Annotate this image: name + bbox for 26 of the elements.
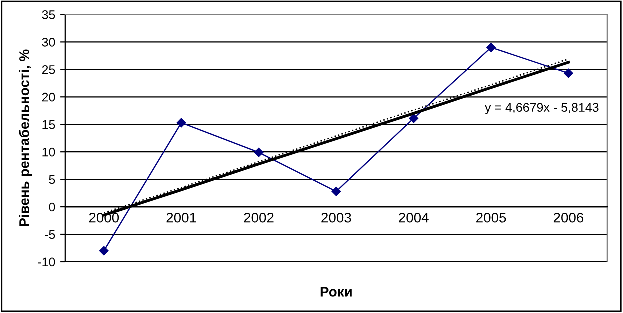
- point: [100, 246, 109, 256]
- x-axis-title: Роки: [320, 287, 352, 297]
- point: [254, 148, 264, 158]
- y-tick-label: 5: [49, 175, 56, 184]
- point: [409, 114, 418, 124]
- x-tick-label: 2001: [166, 212, 196, 223]
- y-tick-label: -10: [38, 258, 56, 267]
- x-tick-label: 2006: [554, 212, 584, 223]
- point: [564, 68, 574, 78]
- x-tick-label: 2004: [399, 212, 429, 223]
- y-tick-label: -5: [45, 230, 56, 240]
- point: [486, 43, 496, 52]
- point: [176, 118, 186, 128]
- y-tick-label: 35: [42, 10, 56, 20]
- y-tick-label: 30: [42, 38, 56, 47]
- y-tick-label: 20: [42, 92, 56, 102]
- y-tick-label: 15: [42, 120, 56, 130]
- annotation: y = 4,6679x - 5,8143: [485, 103, 599, 114]
- x-tick-label: 2002: [244, 212, 274, 223]
- y-tick-label: 0: [49, 202, 56, 212]
- y-axis-title: Рівень рентабельності, %: [19, 50, 32, 226]
- x-tick-label: 2005: [476, 212, 506, 223]
- y-tick-label: 10: [42, 148, 56, 157]
- point: [332, 187, 342, 196]
- y-tick-label: 25: [42, 65, 56, 74]
- x-tick-label: 2003: [322, 212, 352, 223]
